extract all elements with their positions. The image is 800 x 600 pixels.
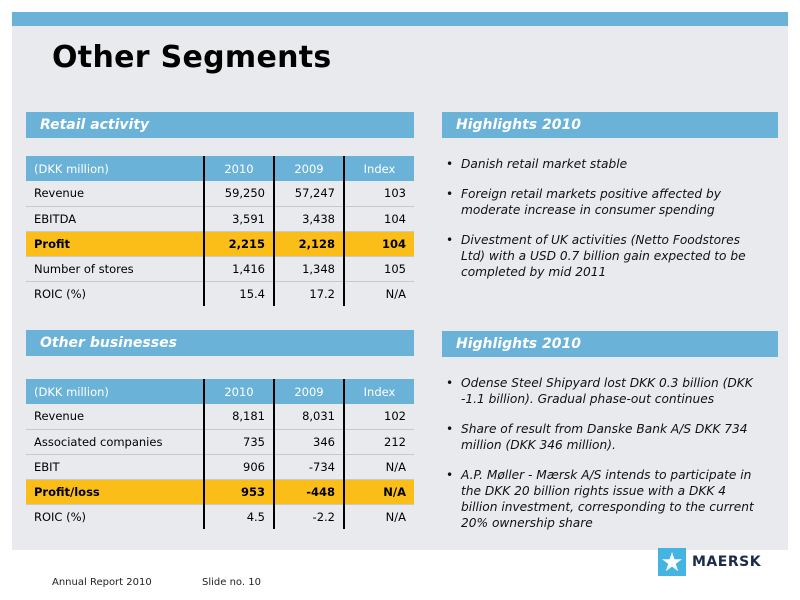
table-row-highlighted: Profit 2,215 2,128 104 (26, 231, 414, 257)
cell-index: N/A (344, 454, 414, 480)
cell-index: 104 (344, 206, 414, 232)
cell-2010: 8,181 (204, 404, 275, 430)
cell-2009: -448 (274, 479, 345, 505)
cell-2010: 953 (204, 479, 275, 505)
cell-index: N/A (385, 286, 406, 301)
row-label: EBIT (26, 454, 205, 480)
list-item: Danish retail market stable (444, 156, 766, 172)
cell-2009: 1,348 (274, 256, 345, 282)
table-header-row: (DKK million) 2010 2009 Index (26, 379, 414, 404)
row-label: Profit (26, 231, 205, 257)
cell-index: 103 (344, 181, 414, 207)
table-row: Revenue 8,181 8,031 102 (26, 404, 414, 430)
cell-2009: 57,247 (274, 181, 345, 207)
cell-2009: 346 (274, 429, 345, 455)
table-row: EBIT 906 -734 N/A (26, 454, 414, 480)
table-header-row: (DKK million) 2010 2009 Index (26, 156, 414, 181)
footer-report-title: Annual Report 2010 (52, 577, 152, 588)
table-row: ROIC (%) 4.5 -2.2 N/A (26, 504, 414, 529)
column-header: 2009 (274, 156, 345, 181)
column-header: 2010 (204, 379, 275, 404)
table-row: ROIC (%) 15.4 17.2 N/A (26, 281, 414, 306)
cell-index: N/A (385, 509, 406, 524)
maersk-logo: MAERSK (658, 548, 761, 576)
table-row: Number of stores 1,416 1,348 105 (26, 256, 414, 282)
row-label: Number of stores (26, 256, 205, 282)
table-row-highlighted: Profit/loss 953 -448 N/A (26, 479, 414, 505)
footer-slide-number: Slide no. 10 (202, 577, 261, 588)
row-label: ROIC (%) (26, 504, 205, 529)
list-item: Foreign retail markets positive affected… (444, 186, 766, 218)
cell-index: N/A (344, 479, 414, 505)
column-header: Index (344, 156, 414, 181)
cell-2009: 2,128 (274, 231, 345, 257)
row-label: ROIC (%) (26, 281, 205, 306)
cell-2010: 15.4 (204, 281, 275, 306)
table-row: Associated companies 735 346 212 (26, 429, 414, 455)
logo-wordmark: MAERSK (692, 554, 762, 570)
other-businesses-header: Other businesses (26, 330, 414, 356)
other-highlights-header: Highlights 2010 (442, 331, 778, 357)
table-row: Revenue 59,250 57,247 103 (26, 181, 414, 207)
page-title: Other Segments (52, 40, 332, 75)
row-label: Revenue (26, 181, 205, 207)
cell-2009: -2.2 (274, 504, 345, 529)
row-label: EBITDA (26, 206, 205, 232)
other-businesses-table: (DKK million) 2010 2009 Index Revenue 8,… (26, 379, 414, 529)
list-item: Divestment of UK activities (Netto Foods… (444, 232, 766, 280)
column-header: (DKK million) (26, 379, 205, 404)
other-highlights-list: Odense Steel Shipyard lost DKK 0.3 billi… (444, 375, 766, 545)
cell-index: 104 (344, 231, 414, 257)
list-item: Share of result from Danske Bank A/S DKK… (444, 421, 766, 453)
cell-2010: 906 (204, 454, 275, 480)
top-accent-bar (12, 12, 788, 26)
star-icon-glyph (662, 552, 682, 572)
column-header: Index (344, 379, 414, 404)
table-row: EBITDA 3,591 3,438 104 (26, 206, 414, 232)
cell-index: 105 (344, 256, 414, 282)
row-label: Associated companies (26, 429, 205, 455)
list-item: Odense Steel Shipyard lost DKK 0.3 billi… (444, 375, 766, 407)
cell-2009: -734 (274, 454, 345, 480)
cell-2009: 8,031 (274, 404, 345, 430)
retail-activity-header: Retail activity (26, 112, 414, 138)
cell-index: 102 (344, 404, 414, 430)
cell-2010: 4.5 (204, 504, 275, 529)
cell-2010: 3,591 (204, 206, 275, 232)
retail-highlights-header: Highlights 2010 (442, 112, 778, 138)
cell-index: 212 (344, 429, 414, 455)
column-header: 2009 (274, 379, 345, 404)
column-header: (DKK million) (26, 156, 205, 181)
retail-highlights-list: Danish retail market stable Foreign reta… (444, 156, 766, 294)
retail-table: (DKK million) 2010 2009 Index Revenue 59… (26, 156, 414, 306)
star-icon (658, 548, 686, 576)
cell-2009: 17.2 (274, 281, 345, 306)
row-label: Profit/loss (26, 479, 205, 505)
row-label: Revenue (26, 404, 205, 430)
cell-2010: 735 (204, 429, 275, 455)
column-header: 2010 (204, 156, 275, 181)
cell-2009: 3,438 (274, 206, 345, 232)
cell-2010: 2,215 (204, 231, 275, 257)
cell-2010: 59,250 (204, 181, 275, 207)
cell-2010: 1,416 (204, 256, 275, 282)
list-item: A.P. Møller - Mærsk A/S intends to parti… (444, 467, 766, 531)
